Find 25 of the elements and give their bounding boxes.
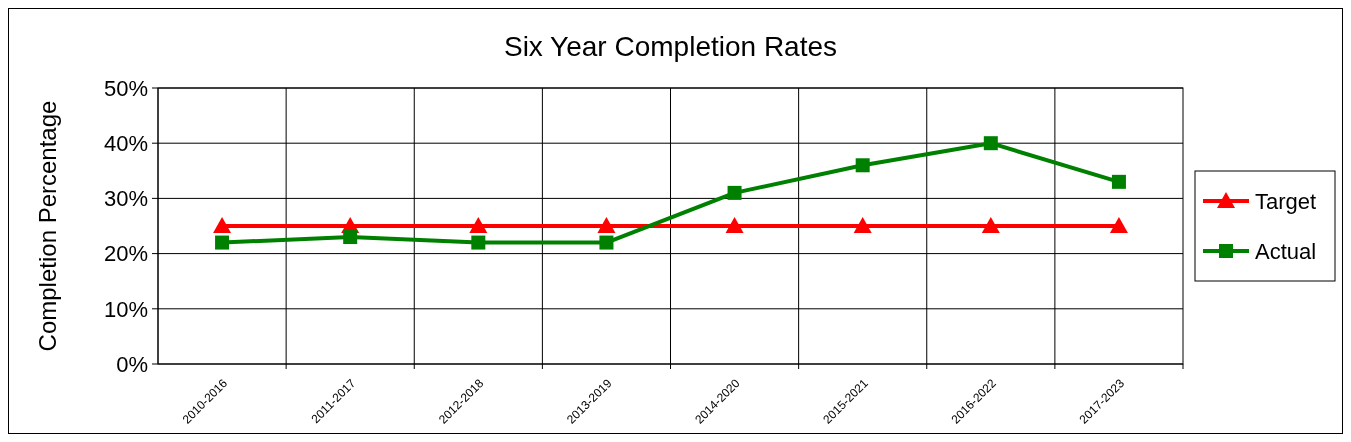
- point: [981, 217, 1000, 233]
- point: [599, 235, 614, 250]
- point: [983, 136, 998, 151]
- chart-title: Six Year Completion Rates: [503, 31, 838, 62]
- point: [1109, 217, 1128, 233]
- y-tick-label: 30%: [103, 186, 148, 212]
- point: [215, 235, 230, 250]
- y-tick-label: 50%: [103, 75, 148, 101]
- point: [853, 217, 872, 233]
- point: [213, 217, 232, 233]
- point: [727, 185, 742, 200]
- y-tick-label: 40%: [103, 130, 148, 156]
- legend-label: Target: [1255, 188, 1317, 214]
- point: [471, 235, 486, 250]
- point: [725, 217, 744, 233]
- point: [1111, 174, 1126, 189]
- y-axis-title: Completion Percentage: [34, 100, 62, 352]
- y-tick-label: 20%: [103, 241, 148, 267]
- y-tick-label: 10%: [103, 296, 148, 322]
- point: [597, 217, 616, 233]
- point: [343, 230, 358, 245]
- point: [855, 158, 870, 173]
- legend-label: Actual: [1255, 238, 1317, 264]
- point: [469, 217, 488, 233]
- y-tick-label: 0%: [116, 351, 148, 377]
